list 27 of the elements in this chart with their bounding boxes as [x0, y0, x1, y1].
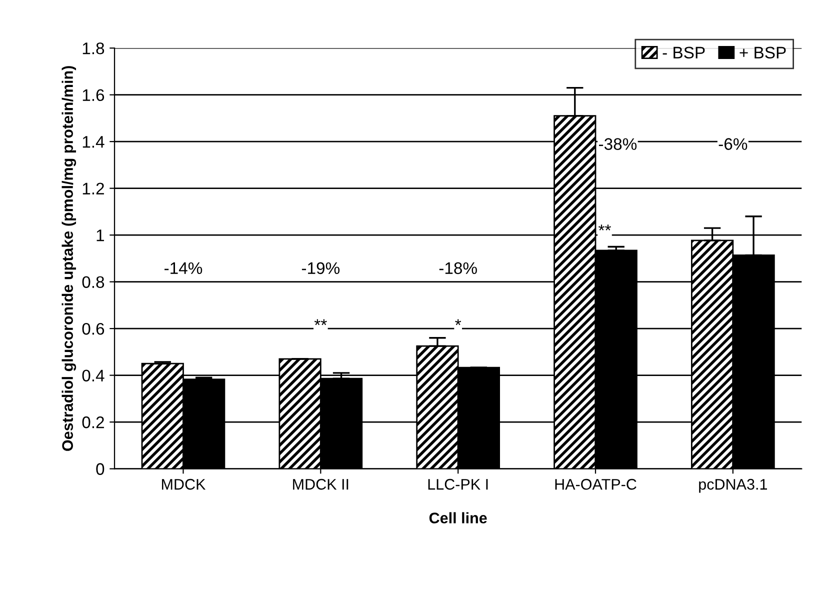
annotation: *	[455, 319, 462, 326]
annotation: **	[598, 224, 611, 230]
x-tick-label: MDCK	[162, 478, 206, 490]
y-tick-label: 1	[96, 230, 104, 242]
legend-label: - BSP	[662, 46, 705, 58]
y-tick-label: 0.2	[82, 416, 104, 428]
annotation: -14%	[164, 262, 202, 274]
y-tick-label: 0.4	[82, 370, 104, 382]
y-axis-title: Oestradiol glucoronide uptake (pmol/mg protein/min)	[62, 66, 76, 451]
annotation: -18%	[439, 262, 477, 274]
x-tick-label: pcDNA3.1	[699, 478, 767, 493]
y-tick-label: 1.2	[82, 182, 104, 194]
annotation: -38%	[598, 138, 637, 150]
y-tick-label: 0.6	[82, 322, 104, 335]
y-tick-label: 1.6	[82, 89, 104, 102]
y-tick-label: 1.4	[82, 136, 104, 148]
x-tick-label: LLC-PK I	[428, 478, 488, 490]
y-tick-label: 0.8	[82, 276, 104, 288]
y-tick-label: 1.8	[82, 42, 104, 54]
y-tick-label: 0	[96, 463, 104, 475]
x-tick-label: HA-OATP-C	[555, 478, 636, 490]
annotation: **	[314, 319, 327, 326]
x-tick-label: MDCK II	[293, 478, 348, 490]
annotation: -19%	[302, 262, 340, 274]
annotation: -6%	[718, 138, 748, 150]
legend-label: + BSP	[740, 46, 786, 58]
x-axis-title: Cell line	[429, 512, 487, 524]
